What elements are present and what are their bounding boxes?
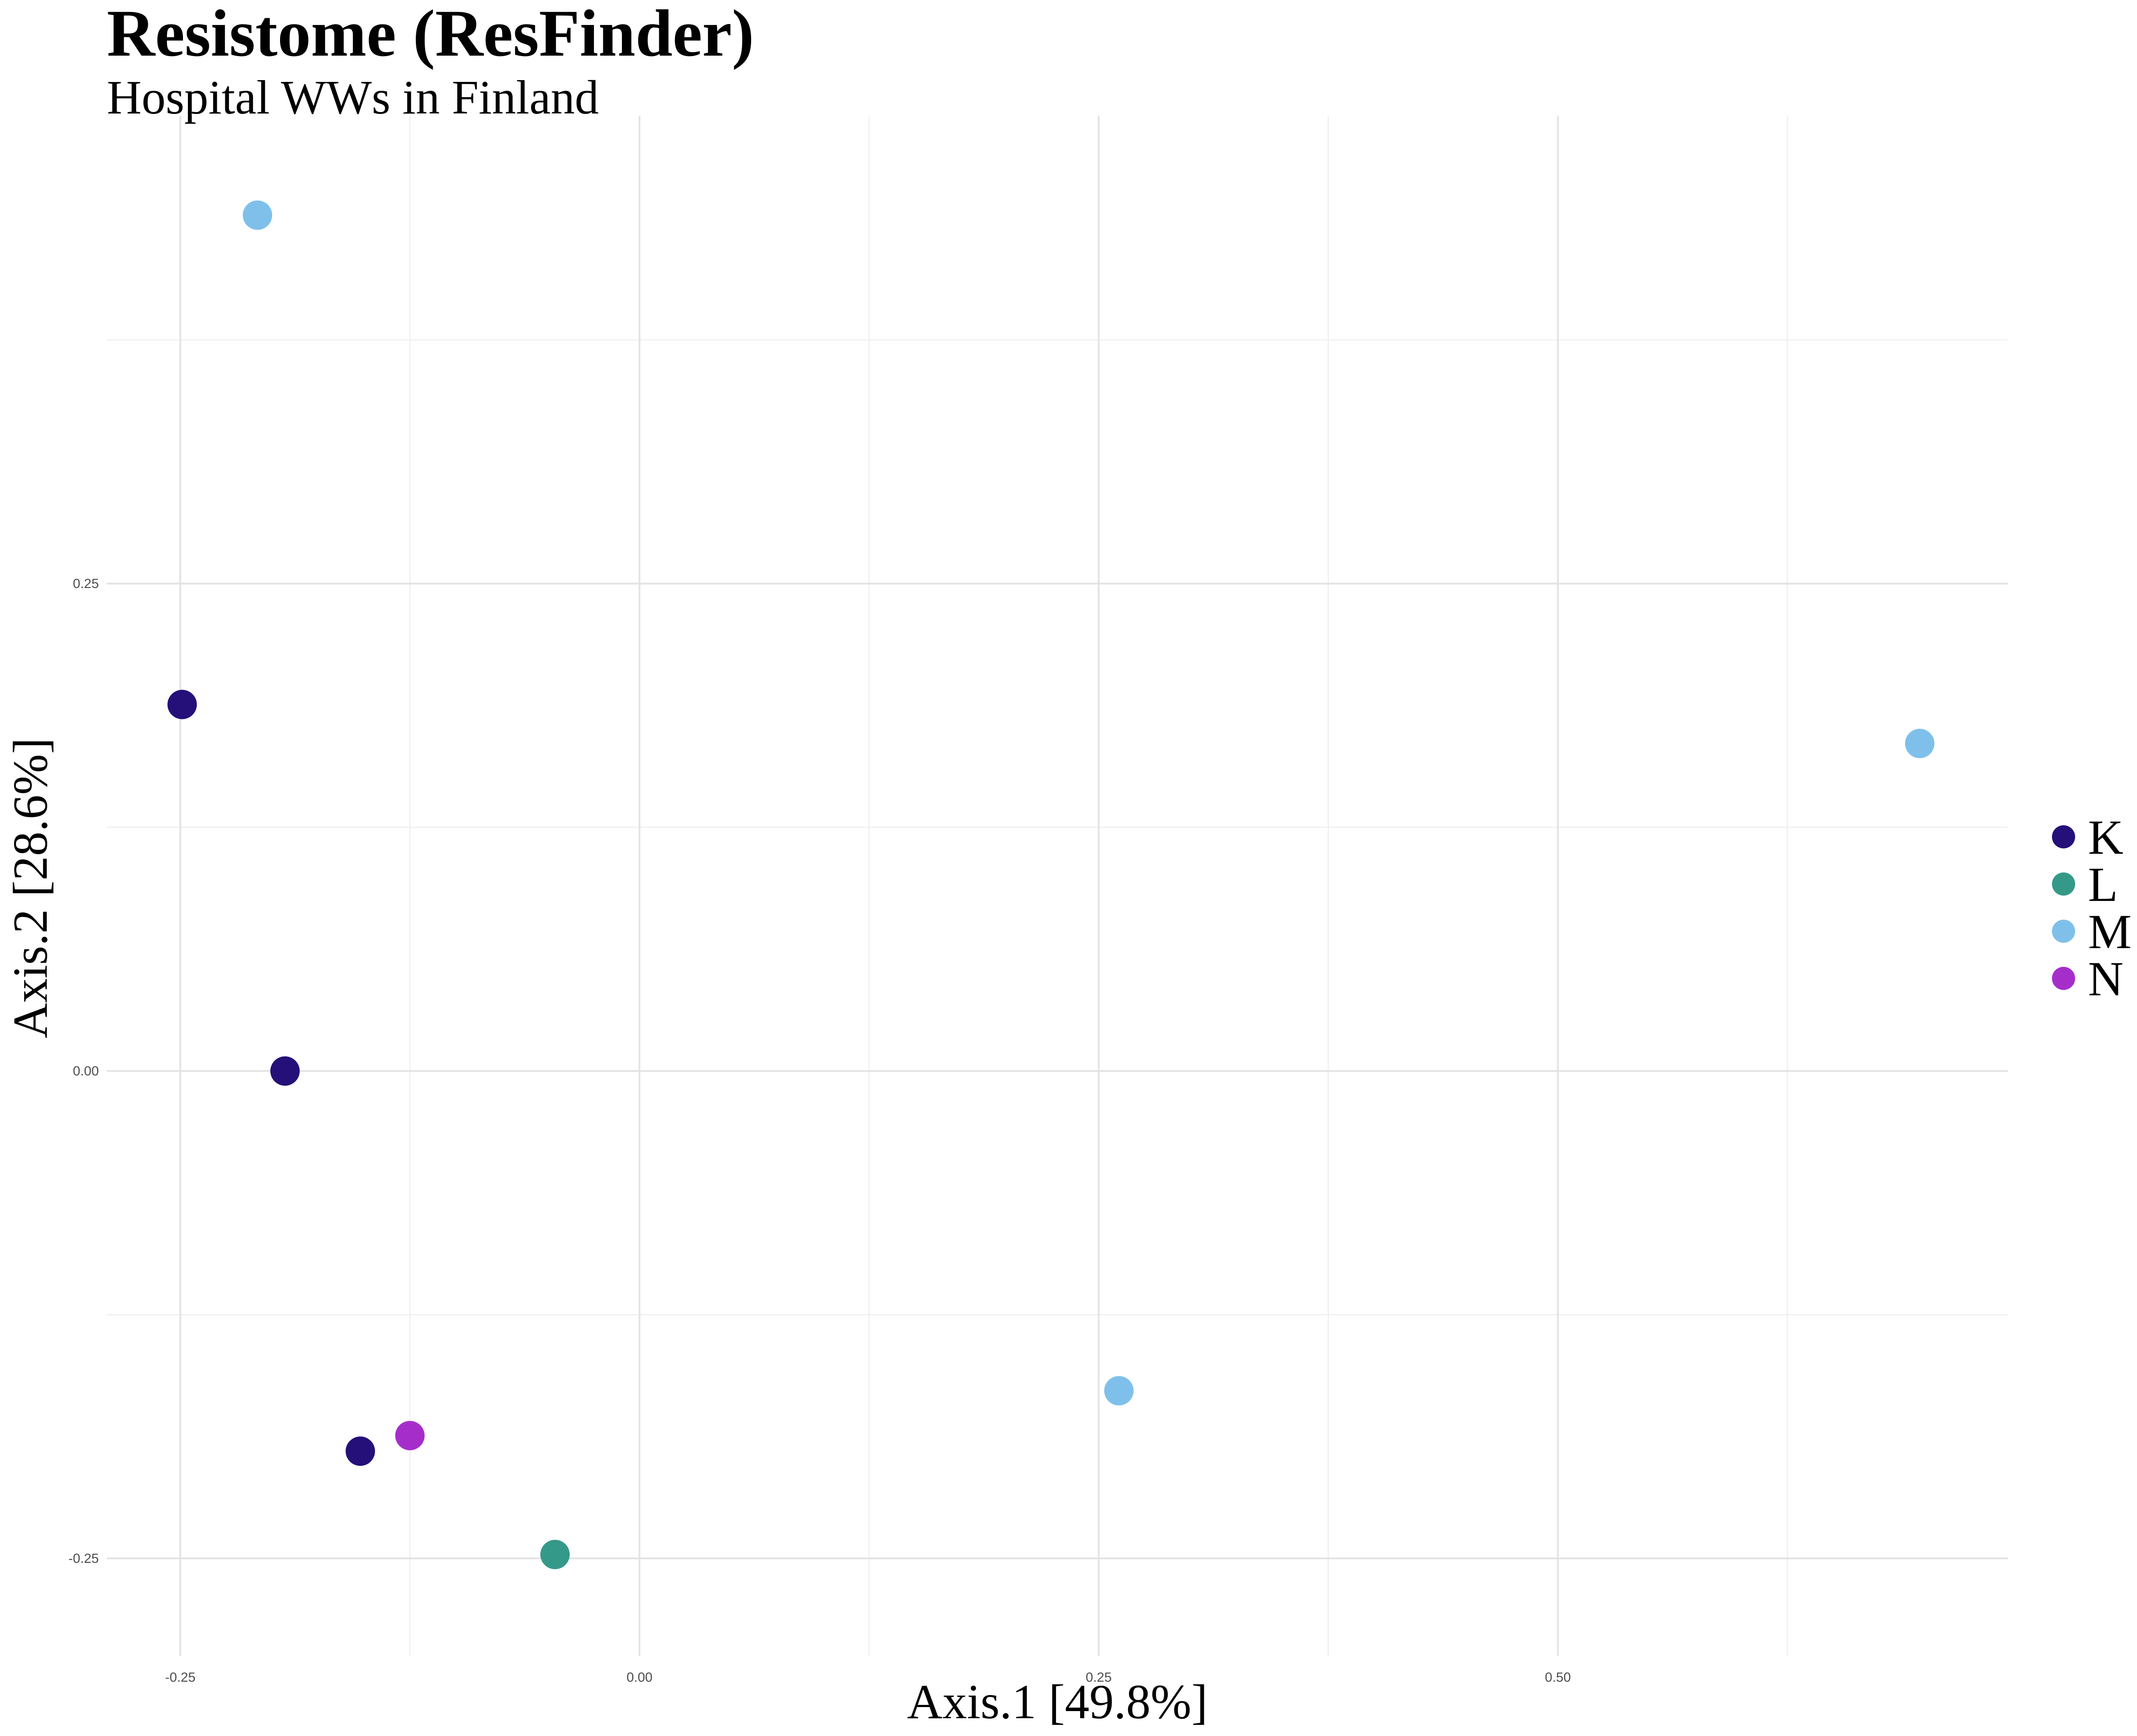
chart-title: Resistome (ResFinder) [107, 0, 754, 70]
data-points [167, 200, 1934, 1570]
chart-subtitle: Hospital WWs in Finland [107, 71, 599, 124]
data-point-m [1905, 729, 1934, 758]
legend-key-n [2052, 967, 2075, 990]
x-tick-label: -0.25 [165, 1670, 195, 1685]
data-point-k [167, 690, 197, 719]
data-point-m [1104, 1376, 1134, 1406]
x-axis-ticks: -0.25 0.00 0.25 0.50 [165, 1670, 1571, 1685]
x-axis-label: Axis.1 [49.8%] [907, 1675, 1207, 1729]
y-tick-label: 0.25 [73, 576, 99, 591]
legend-label-k: K [2088, 810, 2123, 864]
y-tick-label: 0.00 [73, 1064, 99, 1079]
x-tick-label: 0.50 [1545, 1670, 1571, 1685]
grid [107, 116, 2008, 1656]
y-tick-label: -0.25 [69, 1551, 99, 1566]
legend-key-m [2052, 920, 2075, 943]
x-tick-label: 0.25 [1086, 1670, 1112, 1685]
data-point-k [345, 1436, 375, 1466]
data-point-l [540, 1540, 570, 1570]
legend-key-l [2052, 872, 2075, 896]
data-point-m [243, 200, 272, 230]
data-point-k [270, 1056, 300, 1086]
y-axis-label: Axis.2 [28.6%] [3, 738, 57, 1038]
y-axis-ticks: -0.25 0.00 0.25 [69, 576, 99, 1566]
legend-key-k [2052, 825, 2075, 848]
data-point-n [395, 1421, 425, 1451]
legend-label-m: M [2088, 905, 2132, 959]
legend-label-l: L [2088, 857, 2118, 912]
x-tick-label: 0.00 [626, 1670, 652, 1685]
legend-label-n: N [2088, 952, 2123, 1006]
